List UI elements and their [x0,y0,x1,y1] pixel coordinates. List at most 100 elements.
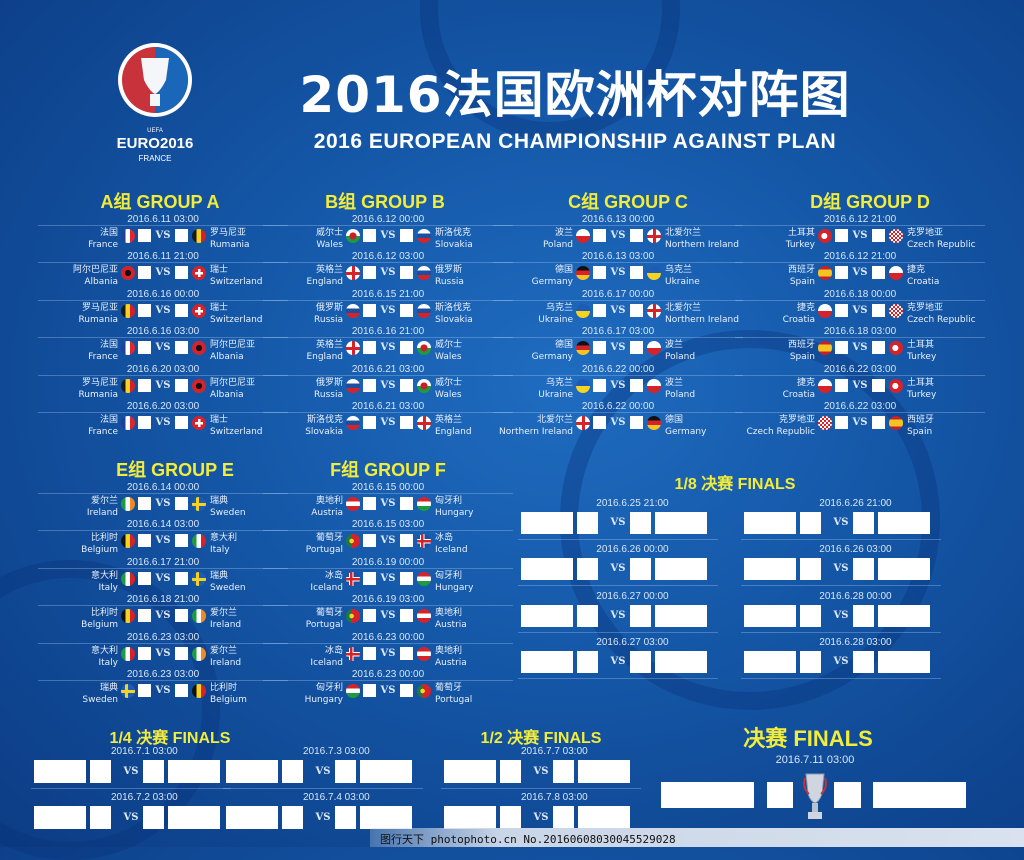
away-score-box[interactable] [175,646,188,660]
away-score-box[interactable] [630,341,643,355]
away-score-box[interactable] [175,416,188,429]
away-score-box[interactable] [400,646,413,660]
away-score-box[interactable] [143,760,164,783]
home-score-box[interactable] [593,229,606,242]
away-score-box[interactable] [553,760,574,783]
away-score-box[interactable] [872,378,885,392]
away-team-box[interactable] [168,806,220,829]
home-score-box[interactable] [835,303,848,317]
home-score-box[interactable] [138,609,151,623]
home-team-box[interactable] [34,760,86,783]
away-score-box[interactable] [853,604,874,627]
home-score-box[interactable] [363,303,376,317]
away-score-box[interactable] [175,266,188,280]
away-score-box[interactable] [175,378,188,392]
home-score-box[interactable] [593,341,606,355]
away-team-box[interactable] [878,558,930,581]
home-score-box[interactable] [593,266,606,280]
away-score-box[interactable] [630,512,651,534]
home-score-box[interactable] [800,558,821,581]
away-score-box[interactable] [872,303,885,317]
away-score-box[interactable] [400,416,413,429]
home-team-box[interactable] [744,604,796,627]
away-score-box[interactable] [175,609,188,623]
away-score-box[interactable] [400,266,413,280]
home-score-box[interactable] [577,512,598,534]
home-team-box[interactable] [521,604,573,627]
home-score-box[interactable] [835,229,848,242]
home-team-box[interactable] [226,760,278,783]
home-score-box[interactable] [90,760,111,783]
home-score-box[interactable] [593,303,606,317]
home-score-box[interactable] [363,341,376,355]
home-score-box[interactable] [138,571,151,585]
away-score-box[interactable] [175,303,188,317]
away-team-box[interactable] [578,760,630,783]
away-score-box[interactable] [175,497,188,510]
away-score-box[interactable] [143,806,164,829]
away-score-box[interactable] [630,604,651,627]
away-team-box[interactable] [168,760,220,783]
home-score-box[interactable] [363,378,376,392]
home-score-box[interactable] [138,303,151,317]
final-away-team-box[interactable] [873,782,966,808]
home-score-box[interactable] [363,609,376,623]
home-score-box[interactable] [282,760,303,783]
final-home-team-box[interactable] [661,782,754,808]
away-team-box[interactable] [360,760,412,783]
home-team-box[interactable] [444,806,496,829]
home-team-box[interactable] [34,806,86,829]
home-score-box[interactable] [835,266,848,280]
home-team-box[interactable] [521,650,573,673]
away-score-box[interactable] [630,303,643,317]
away-team-box[interactable] [878,512,930,534]
home-score-box[interactable] [138,416,151,429]
home-score-box[interactable] [363,646,376,660]
away-score-box[interactable] [400,378,413,392]
final-home-score-box[interactable] [767,782,793,808]
away-team-box[interactable] [578,806,630,829]
away-score-box[interactable] [630,416,643,429]
away-score-box[interactable] [630,266,643,280]
away-score-box[interactable] [872,266,885,280]
away-score-box[interactable] [400,534,413,548]
home-score-box[interactable] [138,266,151,280]
home-score-box[interactable] [577,650,598,673]
home-score-box[interactable] [577,604,598,627]
away-score-box[interactable] [400,303,413,317]
away-score-box[interactable] [872,229,885,242]
home-score-box[interactable] [363,497,376,510]
home-score-box[interactable] [363,416,376,429]
home-team-box[interactable] [444,760,496,783]
away-score-box[interactable] [872,416,885,429]
home-team-box[interactable] [521,558,573,581]
home-score-box[interactable] [138,497,151,510]
away-score-box[interactable] [853,650,874,673]
away-score-box[interactable] [400,229,413,242]
away-score-box[interactable] [630,229,643,242]
home-score-box[interactable] [138,341,151,355]
away-score-box[interactable] [175,684,188,697]
home-score-box[interactable] [500,806,521,829]
home-score-box[interactable] [593,416,606,429]
away-score-box[interactable] [400,609,413,623]
away-score-box[interactable] [400,341,413,355]
away-team-box[interactable] [655,558,707,581]
away-score-box[interactable] [175,341,188,355]
home-score-box[interactable] [138,229,151,242]
away-team-box[interactable] [655,604,707,627]
home-score-box[interactable] [835,378,848,392]
away-score-box[interactable] [630,650,651,673]
home-score-box[interactable] [363,571,376,585]
home-team-box[interactable] [521,512,573,534]
final-away-score-box[interactable] [834,782,861,808]
away-team-box[interactable] [360,806,412,829]
away-score-box[interactable] [400,497,413,510]
away-team-box[interactable] [655,650,707,673]
home-team-box[interactable] [744,650,796,673]
away-team-box[interactable] [878,650,930,673]
home-score-box[interactable] [90,806,111,829]
away-score-box[interactable] [853,558,874,581]
home-score-box[interactable] [363,229,376,242]
away-score-box[interactable] [630,558,651,581]
